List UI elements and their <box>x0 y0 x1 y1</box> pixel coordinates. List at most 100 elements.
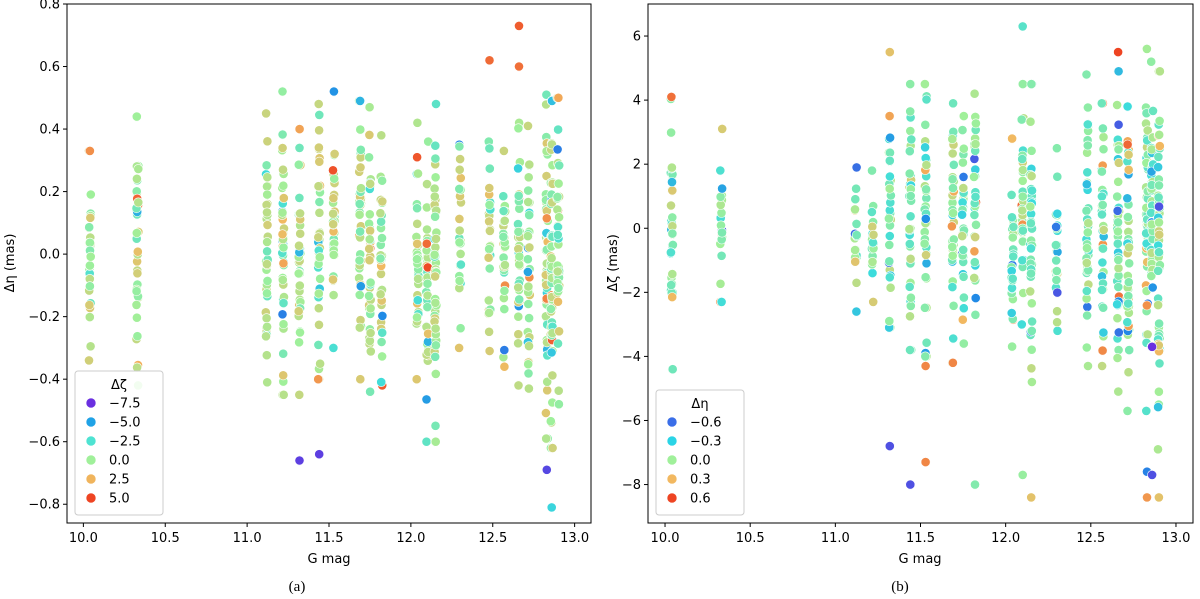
data-point <box>1124 345 1135 355</box>
data-point <box>1154 247 1164 258</box>
data-point <box>422 278 433 289</box>
data-point <box>377 351 387 362</box>
data-point <box>959 292 969 303</box>
y-tick-label: 0 <box>633 222 641 237</box>
data-point <box>315 358 325 369</box>
data-point <box>904 146 915 157</box>
data-point <box>429 191 440 202</box>
data-point <box>133 164 144 174</box>
data-point <box>1098 243 1108 254</box>
data-point <box>717 183 727 194</box>
data-point <box>920 302 930 313</box>
data-point <box>1153 192 1164 203</box>
data-point <box>906 292 916 303</box>
data-point <box>1082 310 1092 321</box>
data-point <box>513 338 523 349</box>
data-point <box>884 256 895 267</box>
data-point <box>278 348 289 359</box>
data-point <box>355 124 366 135</box>
data-point <box>666 92 677 102</box>
data-point <box>1154 217 1164 228</box>
data-point <box>1154 116 1165 126</box>
data-point <box>1007 133 1017 144</box>
data-point <box>85 145 95 156</box>
data-point <box>313 99 324 109</box>
data-point <box>867 268 878 278</box>
data-point <box>1051 255 1062 266</box>
data-point <box>294 240 304 251</box>
data-point <box>1153 162 1163 172</box>
data-point <box>454 275 465 286</box>
data-point <box>541 171 552 181</box>
data-point <box>1007 212 1017 223</box>
data-point <box>454 164 465 175</box>
data-point <box>1146 56 1157 67</box>
data-point <box>716 250 727 261</box>
data-point <box>884 213 894 224</box>
data-point <box>546 253 557 264</box>
legend-label: −0.3 <box>690 435 722 450</box>
data-point <box>1017 154 1028 164</box>
data-point <box>262 246 272 257</box>
data-point <box>905 345 915 355</box>
data-point <box>1007 232 1018 243</box>
data-point <box>293 306 304 317</box>
data-point <box>1142 44 1152 54</box>
legend-title: Δζ <box>111 378 127 393</box>
data-point <box>524 242 535 253</box>
data-point <box>1141 405 1152 416</box>
data-point <box>1153 151 1164 162</box>
data-point <box>523 254 533 265</box>
data-point <box>454 183 465 194</box>
data-point <box>328 219 339 230</box>
data-point <box>958 244 969 255</box>
data-point <box>354 289 365 300</box>
y-tick-label: 6 <box>633 30 641 45</box>
data-point <box>293 159 304 170</box>
data-point <box>948 300 959 311</box>
data-point <box>313 303 324 314</box>
data-point <box>376 216 386 227</box>
data-point <box>554 399 564 410</box>
data-point <box>958 111 969 121</box>
data-point <box>429 249 440 260</box>
data-point <box>1025 286 1036 297</box>
x-tick-label: 11.0 <box>821 531 850 546</box>
panel-b: −8 −6 −4 −2 0 2 4 6 10.0 10.5 11.0 11.5 12.0 12.5 13.… <box>606 3 1194 595</box>
data-point <box>867 165 877 176</box>
data-point <box>314 156 325 167</box>
data-point <box>1026 268 1036 279</box>
data-point <box>431 99 441 109</box>
data-point <box>969 257 980 268</box>
data-point <box>885 282 896 293</box>
data-point <box>958 338 969 349</box>
data-point <box>1147 469 1157 480</box>
data-point <box>884 231 895 241</box>
data-point <box>884 272 895 283</box>
data-point <box>365 328 376 338</box>
data-point <box>971 118 981 129</box>
data-point <box>131 299 142 310</box>
data-point <box>867 256 878 267</box>
data-point <box>947 241 958 252</box>
data-point <box>131 286 142 297</box>
data-point <box>354 209 365 220</box>
data-point <box>904 238 915 249</box>
data-point <box>261 350 272 361</box>
data-point <box>553 283 564 293</box>
data-point <box>1113 254 1124 265</box>
data-point <box>1154 129 1165 140</box>
data-point <box>1097 166 1107 177</box>
data-point <box>667 162 677 173</box>
data-point <box>513 123 524 134</box>
panel-a-legend: Δζ −7.5 −5.0 −2.5 0.0 2.5 5.0 <box>74 370 164 516</box>
data-point <box>514 61 524 72</box>
data-point <box>355 374 366 385</box>
data-point <box>1097 191 1107 202</box>
data-point <box>1017 21 1028 32</box>
data-point <box>328 208 338 219</box>
data-point <box>313 288 324 299</box>
data-point <box>1027 185 1037 196</box>
data-point <box>523 266 533 277</box>
